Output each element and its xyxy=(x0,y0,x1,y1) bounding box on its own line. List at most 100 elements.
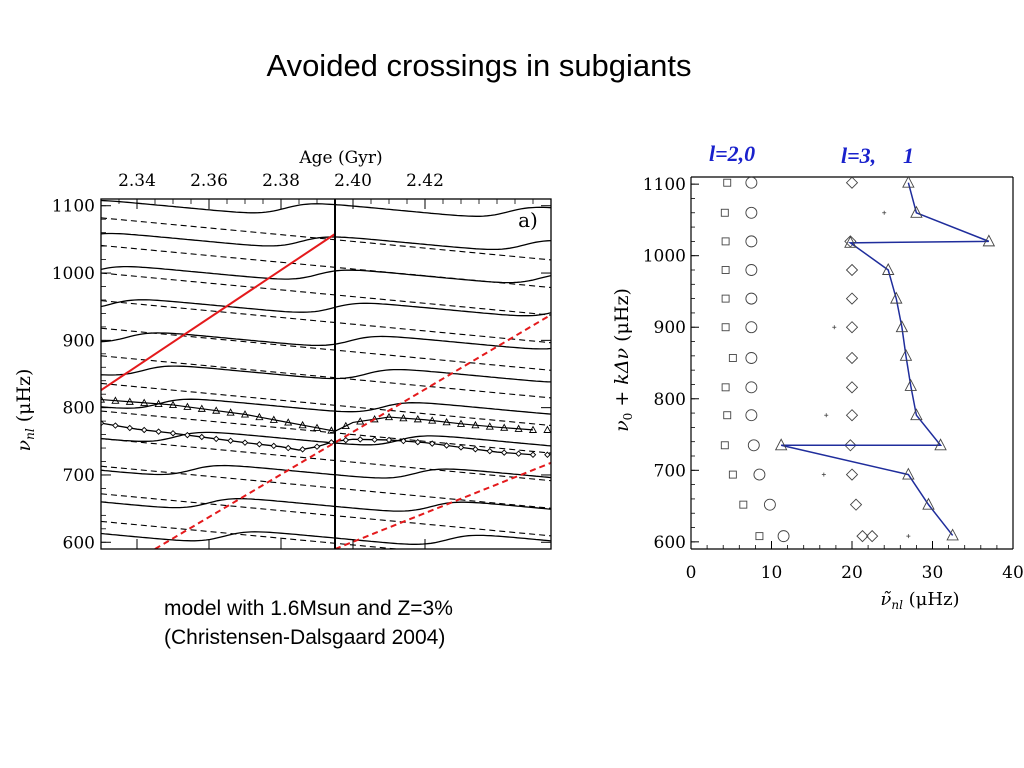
l0-square-marker xyxy=(723,178,732,187)
solid-mode-line xyxy=(101,431,551,447)
legend-label-l20: l=2,0 xyxy=(709,141,756,166)
l3-diamond-marker xyxy=(845,292,859,305)
l0-square-marker xyxy=(728,354,737,362)
dashed-mode-line xyxy=(101,382,551,427)
l2-circle-marker xyxy=(777,530,790,543)
l1-triangle-marker xyxy=(774,438,788,451)
l2-circle-marker xyxy=(745,176,758,189)
l3-diamond-marker xyxy=(844,439,857,452)
echelle-y-plus: + xyxy=(611,391,633,407)
triangle-marker xyxy=(212,406,221,414)
l1-triangle-marker xyxy=(902,175,915,188)
solid-mode-line xyxy=(101,531,551,545)
legend-label-l3: l=3, xyxy=(841,143,877,168)
solid-mode-line xyxy=(101,332,551,350)
echelle-y-tick-label: 600 xyxy=(654,533,686,553)
l2-circle-marker xyxy=(745,352,758,364)
plot-frame xyxy=(100,198,552,550)
diamond-marker xyxy=(544,451,551,459)
l3-diamond-marker xyxy=(849,498,863,511)
solid-mode-line xyxy=(101,265,551,284)
l2-circle-marker xyxy=(753,468,766,481)
triangle-marker xyxy=(255,412,264,421)
echelle-x-tick-label: 10 xyxy=(761,563,783,583)
diamond-marker xyxy=(313,443,321,450)
l0-square-marker xyxy=(721,266,730,274)
avoided-crossing-chart: Age (Gyr) a) νnl (μHz) 600 700 800 900 1000 1… xyxy=(13,148,552,553)
l2-circle-marker xyxy=(745,321,758,334)
l2-circle-marker xyxy=(745,381,758,394)
diamond-marker xyxy=(212,435,220,443)
triangle-marker xyxy=(413,415,422,423)
diamond-marker xyxy=(428,440,436,447)
l0-square-marker xyxy=(723,411,732,420)
echelle-y-sub: 0 xyxy=(621,413,635,421)
diamond-marker xyxy=(500,449,508,456)
echelle-x-tick-label: 20 xyxy=(841,563,863,583)
solid-mode-line xyxy=(101,232,551,251)
dashed-mode-line xyxy=(101,355,551,399)
diamond-marker xyxy=(371,436,378,443)
triangle-marker xyxy=(341,421,350,430)
diamond-marker xyxy=(184,431,191,439)
l1-triangle-marker xyxy=(890,291,903,304)
l1-triangle-marker xyxy=(895,320,909,333)
x-top-axis-title: Age (Gyr) xyxy=(298,148,382,168)
y-axis-unit: (μHz) xyxy=(13,369,35,423)
l1-triangle-marker xyxy=(910,408,923,421)
l0-square-marker xyxy=(739,500,748,509)
y-axis-symbol: ν xyxy=(13,439,35,451)
diamond-marker xyxy=(400,437,407,445)
echelle-y-symbol: ν xyxy=(611,420,633,432)
triangle-marker xyxy=(197,404,206,412)
l1-triangle-marker xyxy=(844,235,857,248)
triangle-marker xyxy=(240,410,250,418)
solid-mode-line xyxy=(101,464,551,479)
echelle-x-axis-title: ν̃nl (μHz) xyxy=(880,589,959,612)
echelle-y-axis-title: ν0 + kΔν (μHz) xyxy=(611,288,635,432)
diamond-marker xyxy=(140,426,148,434)
echelle-diagram: ν0 + kΔν (μHz) ν̃nl (μHz) 600 700 800 900 10… xyxy=(611,175,1024,612)
plot-area xyxy=(101,199,551,549)
echelle-plot-area xyxy=(720,175,996,543)
echelle-x-symbol: ν̃ xyxy=(880,589,891,610)
solid-mode-line xyxy=(101,398,551,415)
l1-triangle-marker xyxy=(946,528,959,541)
triangle-marker xyxy=(471,420,480,429)
y-axis-title: νnl (μHz) xyxy=(13,369,37,452)
l0-square-marker xyxy=(720,441,729,450)
caption-line-1: model with 1.6Msun and Z=3% xyxy=(164,597,453,620)
panel-label: a) xyxy=(518,208,538,232)
echelle-y-tick-label: 700 xyxy=(654,461,686,481)
l3-diamond-marker xyxy=(845,409,859,422)
echelle-y-tick-label: 900 xyxy=(654,318,686,338)
dashed-mode-line xyxy=(101,548,107,549)
echelle-y-tick-label: 800 xyxy=(654,390,686,410)
triangle-marker xyxy=(485,422,494,430)
diamond-marker xyxy=(126,424,134,432)
l3-diamond-marker xyxy=(845,351,859,365)
triangle-marker xyxy=(356,417,365,425)
diamond-marker xyxy=(155,428,162,435)
echelle-y-k: kΔν xyxy=(611,347,633,384)
y-tick-label: 600 xyxy=(63,533,95,553)
diamond-marker xyxy=(299,446,306,453)
solid-mode-line xyxy=(101,498,551,512)
l2-circle-marker xyxy=(763,498,776,511)
y-axis-sub: nl xyxy=(23,428,37,440)
triangle-marker xyxy=(312,423,322,431)
l0-square-marker xyxy=(721,237,730,246)
l3-diamond-marker xyxy=(845,263,859,277)
l0-square-marker xyxy=(720,208,729,217)
dashed-mode-line xyxy=(101,493,551,537)
l3-diamond-marker xyxy=(845,321,859,334)
l1-ridge-line xyxy=(780,182,990,536)
figure-caption: model with 1.6Msun and Z=3% (Christensen… xyxy=(164,594,453,652)
y-tick-label: 900 xyxy=(63,331,95,351)
diamond-marker xyxy=(241,439,249,446)
x-top-tick-label: 2.34 xyxy=(118,171,156,191)
l0-square-marker xyxy=(755,532,764,541)
dashed-mode-line xyxy=(101,300,551,344)
y-tick-label: 1000 xyxy=(52,264,95,284)
triangle-marker xyxy=(111,396,120,404)
